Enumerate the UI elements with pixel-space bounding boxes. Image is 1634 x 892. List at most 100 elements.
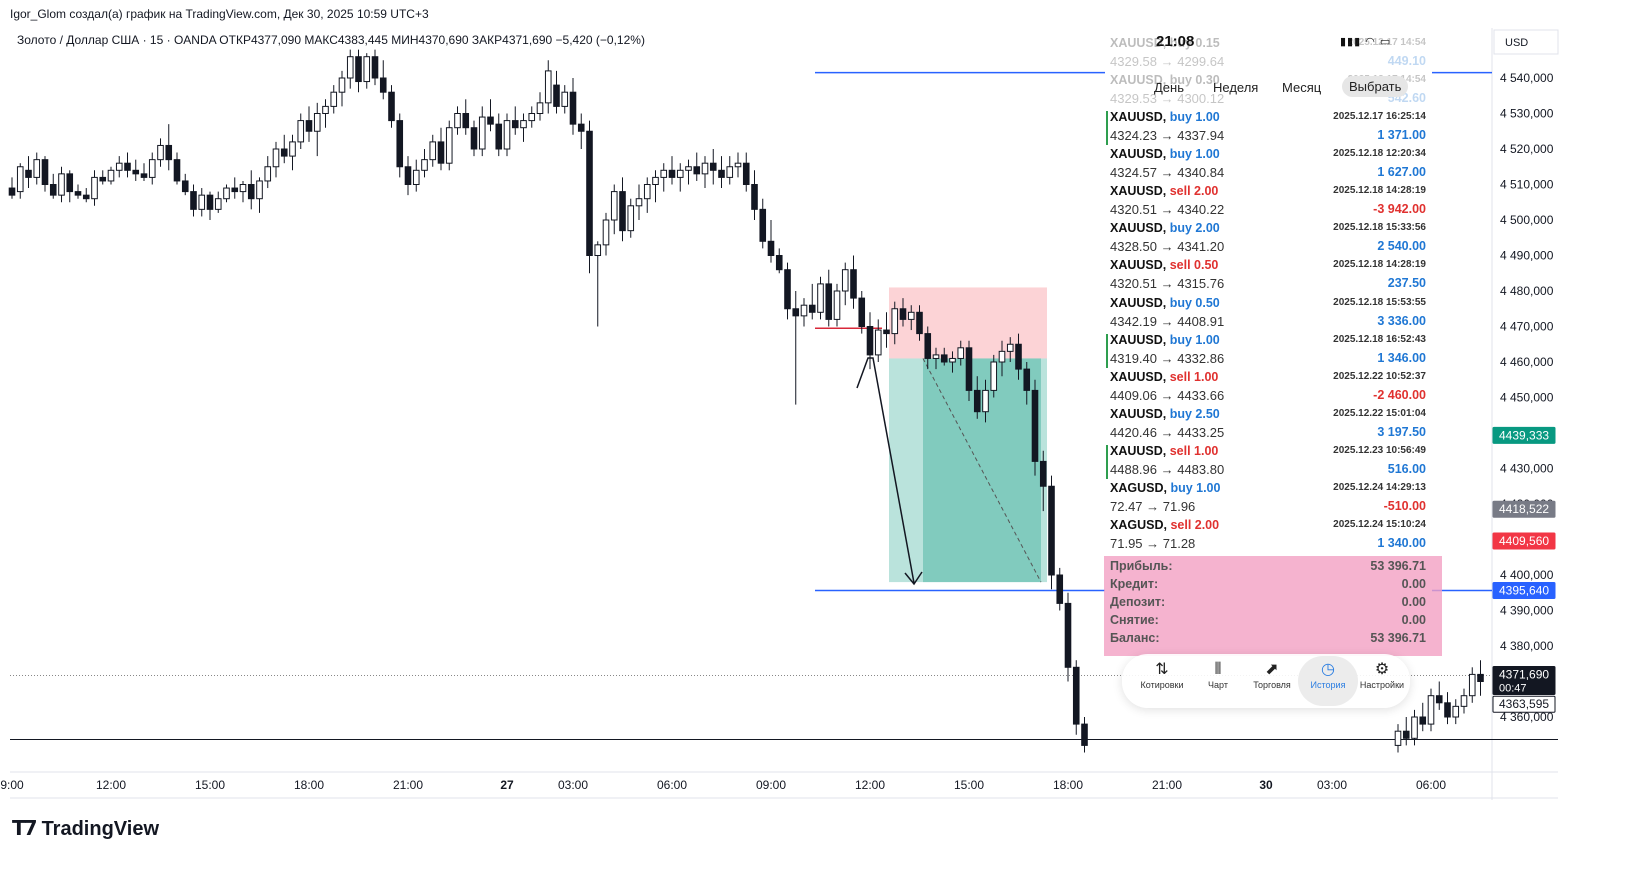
candle-body bbox=[1015, 343, 1022, 370]
nav-item-settings[interactable]: ⚙ Настройки bbox=[1354, 660, 1410, 690]
deal-symbol: XAGUSD, buy 1.00 bbox=[1110, 481, 1220, 495]
summary-value: 0.00 bbox=[1401, 577, 1426, 591]
candle-body bbox=[223, 187, 230, 200]
deal-symbol: XAUUSD, sell 0.50 bbox=[1110, 258, 1218, 272]
summary-row: Кредит: 0.00 bbox=[1110, 577, 1426, 591]
period-selector[interactable]: День Неделя Месяц Выбрать bbox=[1138, 76, 1409, 102]
deal-prices: 4324.57 → 4340.84 bbox=[1110, 165, 1225, 181]
candle-body bbox=[808, 304, 816, 313]
deal-profit: 1 371.00 bbox=[1377, 128, 1426, 142]
candle-body bbox=[511, 120, 519, 129]
candle-body bbox=[297, 120, 305, 143]
candle-body bbox=[726, 166, 734, 178]
deal-row[interactable]: XAUUSD, sell 0.50 2025.12.18 14:28:19 4320… bbox=[1108, 258, 1428, 295]
summary-row: Баланс: 53 396.71 bbox=[1110, 631, 1426, 645]
nav-active-highlight bbox=[1298, 656, 1358, 706]
time-tick-label: 06:00 bbox=[657, 778, 687, 792]
candle-body bbox=[973, 389, 981, 413]
price-tick-label: 4 390,000 bbox=[1500, 604, 1554, 618]
summary-value: 0.00 bbox=[1401, 595, 1426, 609]
deal-row[interactable]: XAGUSD, sell 2.00 2025.12.24 15:10:24 71.9… bbox=[1108, 518, 1428, 555]
deal-symbol: XAUUSD, buy 1.00 bbox=[1110, 110, 1220, 124]
candle-body bbox=[990, 361, 998, 391]
deal-symbol: XAUUSD, buy 1.00 bbox=[1110, 147, 1220, 161]
candle-body bbox=[412, 169, 420, 186]
candle-body bbox=[1023, 368, 1031, 391]
price-label-tag bbox=[1492, 532, 1556, 550]
deal-row[interactable]: XAUUSD, buy 0.50 2025.12.18 15:53:55 4342.… bbox=[1108, 296, 1428, 333]
candle-body bbox=[792, 308, 800, 317]
candle-body bbox=[1039, 460, 1047, 487]
candle-body bbox=[817, 283, 824, 313]
deal-row[interactable]: XAUUSD, buy 1.00 2025.12.17 16:25:14 4324.… bbox=[1106, 110, 1428, 147]
deal-row[interactable]: XAUUSD, sell 1.00 2025.12.23 10:56:49 4488… bbox=[1106, 443, 1428, 481]
candle-body bbox=[544, 70, 552, 104]
candle-body bbox=[181, 180, 189, 193]
time-tick-label: 27 bbox=[500, 778, 514, 792]
time-tick-label: 21:00 bbox=[1152, 778, 1182, 792]
deal-symbol-text: XAUUSD, bbox=[1110, 443, 1170, 458]
deal-profit: 1 627.00 bbox=[1377, 165, 1426, 180]
candle-body bbox=[627, 205, 635, 232]
deal-datetime: 2025.12.18 16:52:43 bbox=[1333, 333, 1426, 345]
deal-row[interactable]: XAGUSD, buy 1.00 2025.12.24 14:29:13 72.47… bbox=[1108, 481, 1428, 518]
summary-value: 53 396.71 bbox=[1370, 559, 1426, 573]
nav-item-chart[interactable]: ⫴ Чарт bbox=[1190, 660, 1246, 690]
phone-clock: 21:08 bbox=[1156, 33, 1195, 50]
time-tick-label: 18:00 bbox=[1053, 778, 1083, 792]
drawn-arrow[interactable] bbox=[856, 357, 915, 584]
summary-value: 0.00 bbox=[1401, 613, 1426, 627]
period-option-4[interactable]: Выбрать bbox=[1342, 76, 1409, 97]
deal-datetime: 2025.12.18 15:33:56 bbox=[1333, 222, 1426, 234]
candle-body bbox=[907, 311, 915, 320]
position-target-zone[interactable] bbox=[889, 358, 1047, 583]
deal-marker-bar bbox=[1106, 333, 1108, 368]
candle-body bbox=[742, 162, 750, 185]
deal-datetime: 2025.12.22 10:52:37 bbox=[1333, 370, 1426, 382]
chart-credit: Igor_Glom создал(а) график на TradingVie… bbox=[10, 7, 429, 21]
candle-body bbox=[289, 141, 296, 157]
candle-body bbox=[660, 169, 668, 178]
nav-item-history[interactable]: ◷ История bbox=[1300, 660, 1356, 690]
nav-item-trade[interactable]: ⬈ Торговля bbox=[1244, 660, 1300, 690]
deal-profit: 1 340.00 bbox=[1377, 536, 1426, 551]
period-option-3[interactable]: Месяц bbox=[1282, 80, 1322, 95]
candle-body bbox=[800, 304, 808, 317]
account-summary: Прибыль: 53 396.71 Кредит: 0.00 Депозит: 0.00… bbox=[1104, 556, 1442, 656]
candle-body bbox=[322, 105, 329, 115]
candle-body bbox=[577, 123, 585, 132]
candle-body bbox=[280, 148, 288, 157]
price-label-tag bbox=[1492, 500, 1556, 518]
candle-body bbox=[247, 184, 255, 200]
deal-row[interactable]: XAUUSD, buy 1.00 2025.12.18 16:52:43 4319.… bbox=[1106, 333, 1428, 370]
nav-item-quotes[interactable]: ⇅ Котировки bbox=[1134, 660, 1190, 690]
candle-body bbox=[124, 162, 131, 171]
deal-row[interactable]: XAUUSD, sell 2.00 2025.12.18 14:28:19 4320… bbox=[1108, 184, 1428, 221]
currency-box[interactable] bbox=[1493, 29, 1559, 55]
deal-side: buy 1.00 bbox=[1170, 481, 1221, 495]
time-tick-label: 15:00 bbox=[954, 778, 984, 792]
deal-row[interactable]: XAUUSD, sell 1.00 2025.12.22 10:52:37 4409… bbox=[1108, 370, 1428, 407]
period-option-2[interactable]: Неделя bbox=[1213, 80, 1259, 95]
period-option-1[interactable]: День bbox=[1154, 80, 1184, 95]
deal-side: buy 2.00 bbox=[1169, 221, 1220, 236]
deal-prices: 4320.51 → 4315.76 bbox=[1110, 276, 1225, 292]
chart-icon: ⫴ bbox=[1214, 661, 1222, 678]
summary-value: 53 396.71 bbox=[1370, 631, 1426, 645]
candle-body bbox=[437, 141, 445, 164]
deal-row[interactable]: XAUUSD, buy 2.00 2025.12.18 15:33:56 4328.… bbox=[1108, 221, 1428, 258]
time-tick-label: 30 bbox=[1259, 778, 1273, 792]
deal-profit: -2 460.00 bbox=[1373, 387, 1426, 402]
candle-body bbox=[140, 173, 148, 178]
candle-body bbox=[1411, 716, 1418, 739]
price-label-tag bbox=[1492, 666, 1556, 696]
candle-body bbox=[355, 56, 362, 83]
candle-body bbox=[256, 180, 263, 200]
deal-row[interactable]: XAUUSD, buy 1.00 2025.12.18 12:20:34 4324.… bbox=[1108, 147, 1428, 184]
candle-body bbox=[850, 269, 857, 299]
nav-label: Торговля bbox=[1253, 680, 1291, 690]
time-tick-label: 21:00 bbox=[393, 778, 423, 792]
deal-row[interactable]: XAUUSD, buy 2.50 2025.12.22 15:01:04 4420.… bbox=[1108, 407, 1428, 444]
deal-prices: 4324.23 → 4337.94 bbox=[1110, 128, 1225, 143]
